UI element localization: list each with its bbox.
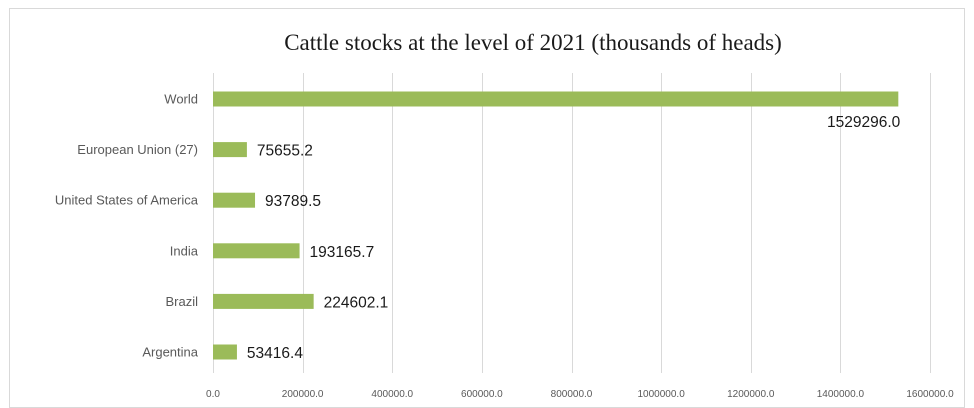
- data-label: 75655.2: [257, 143, 313, 160]
- x-tick-label: 200000.0: [282, 389, 324, 400]
- category-label: Brazil: [165, 294, 198, 309]
- x-tick-label: 1400000.0: [817, 389, 865, 400]
- category-label: India: [170, 243, 199, 258]
- x-tick-labels: 0.0 200000.0 400000.0 600000.0 800000.0 10000…: [206, 389, 954, 400]
- data-label: 193165.7: [310, 244, 375, 261]
- chart-frame: [9, 8, 965, 408]
- x-tick-label: 600000.0: [461, 389, 503, 400]
- data-label: 1529296.0: [827, 114, 901, 131]
- data-label: 53416.4: [247, 345, 303, 362]
- bar: [213, 344, 237, 360]
- category-label: World: [164, 92, 198, 107]
- x-tick-label: 1600000.0: [906, 389, 954, 400]
- bar: [213, 142, 247, 158]
- bar: [213, 192, 256, 208]
- data-labels: 1529296.0 75655.2 93789.5 193165.7 224602.1 5…: [247, 114, 901, 362]
- x-tick-label: 800000.0: [551, 389, 593, 400]
- category-label: European Union (27): [77, 142, 198, 157]
- bars: [213, 91, 899, 360]
- x-tick-label: 1200000.0: [727, 389, 775, 400]
- x-tick-label: 400000.0: [371, 389, 413, 400]
- x-tick-label: 0.0: [206, 389, 220, 400]
- data-label: 93789.5: [265, 193, 321, 210]
- bar: [213, 293, 314, 309]
- x-tick-label: 1000000.0: [637, 389, 685, 400]
- bar: [213, 91, 899, 107]
- chart-title: Cattle stocks at the level of 2021 (thou…: [284, 30, 782, 55]
- data-label: 224602.1: [324, 294, 389, 311]
- category-label: Argentina: [142, 345, 198, 360]
- bar: [213, 243, 300, 259]
- category-labels: World European Union (27) United States of…: [55, 92, 199, 360]
- category-label: United States of America: [55, 193, 199, 208]
- gridlines: [213, 73, 931, 373]
